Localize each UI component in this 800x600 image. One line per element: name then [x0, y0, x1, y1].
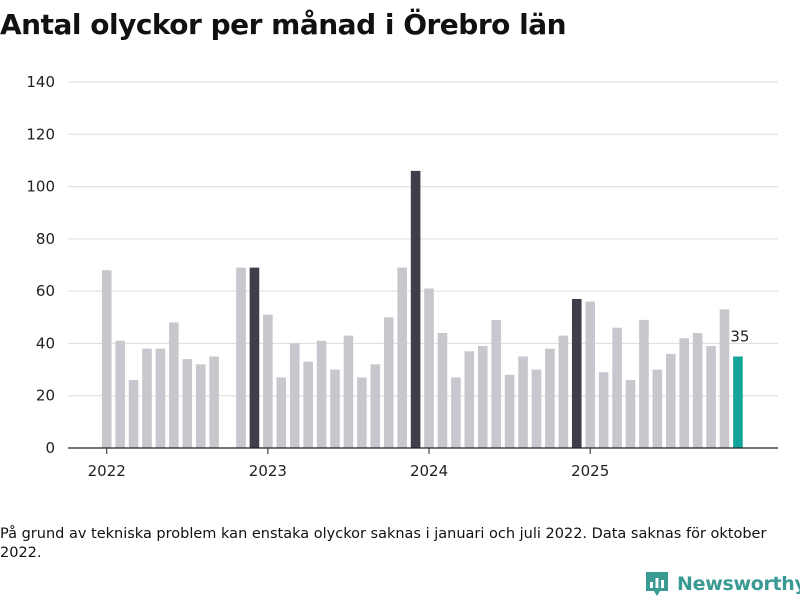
- bar-2024-05: [477, 346, 488, 448]
- bar-2024-01: [424, 288, 434, 448]
- bar-2025-05: [639, 319, 649, 448]
- bar-2022-11: [236, 267, 246, 448]
- bar-2023-12: [410, 170, 421, 448]
- bar-2024-08: [518, 356, 528, 448]
- bar-2025-10: [706, 346, 716, 448]
- bar-2023-05: [316, 340, 327, 448]
- bar-2025-06: [652, 369, 663, 448]
- bar-2022-01: [101, 270, 112, 448]
- y-tick-label: 0: [45, 439, 55, 457]
- x-tick-label: 2024: [410, 462, 448, 480]
- bar-2024-03: [451, 377, 461, 448]
- bar-2023-06: [330, 369, 340, 448]
- bar-2022-09: [209, 356, 219, 448]
- bar-2023-08: [357, 377, 367, 448]
- y-tick-label: 20: [36, 387, 55, 405]
- bar-2023-11: [397, 267, 407, 448]
- brand-name: Newsworthy: [677, 573, 800, 595]
- y-tick-label: 140: [26, 73, 55, 91]
- bar-2025-09: [692, 332, 703, 448]
- y-tick-label: 60: [36, 282, 55, 300]
- bar-2025-01: [585, 301, 595, 448]
- bar-2024-09: [531, 369, 542, 448]
- bar-2022-06: [169, 322, 179, 448]
- bar-2022-07: [182, 359, 193, 448]
- y-tick-label: 40: [36, 334, 55, 352]
- bar-2024-11: [558, 335, 569, 448]
- bar-2023-04: [303, 361, 313, 448]
- bar-2023-01: [263, 314, 273, 448]
- y-tick-label: 120: [26, 125, 55, 143]
- newsworthy-logo-icon: [646, 572, 668, 596]
- bars: [101, 170, 743, 448]
- bar-2023-09: [370, 364, 381, 448]
- footnote: På grund av tekniska problem kan enstaka…: [0, 526, 767, 561]
- bar-2024-10: [545, 348, 555, 448]
- bar-2023-10: [383, 317, 394, 448]
- bar-2025-03: [612, 327, 622, 448]
- y-tick-label: 100: [26, 178, 55, 196]
- bar-2024-04: [464, 351, 475, 448]
- x-tick-label: 2025: [571, 462, 609, 480]
- data-labels: 35: [730, 328, 749, 346]
- brand-logo: Newsworthy: [644, 570, 800, 598]
- chart-title: Antal olyckor per månad i Örebro län: [0, 8, 567, 41]
- latest-value-label: 35: [730, 328, 749, 346]
- bar-2022-12: [249, 267, 260, 448]
- bar-2025-02: [598, 372, 609, 448]
- bar-2022-05: [155, 348, 166, 448]
- bar-2025-07: [665, 353, 676, 448]
- y-tick-label: 80: [36, 230, 55, 248]
- bar-2024-06: [491, 319, 501, 448]
- y-axis-ticks: 0 20 40 60 80 100 120 140: [26, 73, 55, 457]
- bar-chart: 0 20 40 60 80 100 120 140 2022 2023 2024 2025 35: [26, 73, 778, 480]
- bar-2025-12: [733, 356, 743, 448]
- bar-2025-11: [719, 309, 730, 448]
- bar-2022-03: [128, 380, 139, 448]
- x-tick-label: 2023: [249, 462, 287, 480]
- x-tick-label: 2022: [88, 462, 126, 480]
- bar-2025-04: [625, 380, 636, 448]
- bar-2023-03: [289, 343, 300, 448]
- bar-2025-08: [679, 338, 690, 448]
- x-axis: 2022 2023 2024 2025: [68, 447, 778, 480]
- bar-2023-02: [276, 377, 287, 448]
- bar-2023-07: [343, 335, 354, 448]
- bar-2022-04: [142, 348, 152, 448]
- bar-2024-07: [504, 374, 515, 448]
- bar-2024-02: [437, 332, 448, 448]
- bar-2022-08: [195, 364, 206, 448]
- bar-2024-12: [571, 298, 582, 448]
- bar-2022-02: [115, 340, 125, 448]
